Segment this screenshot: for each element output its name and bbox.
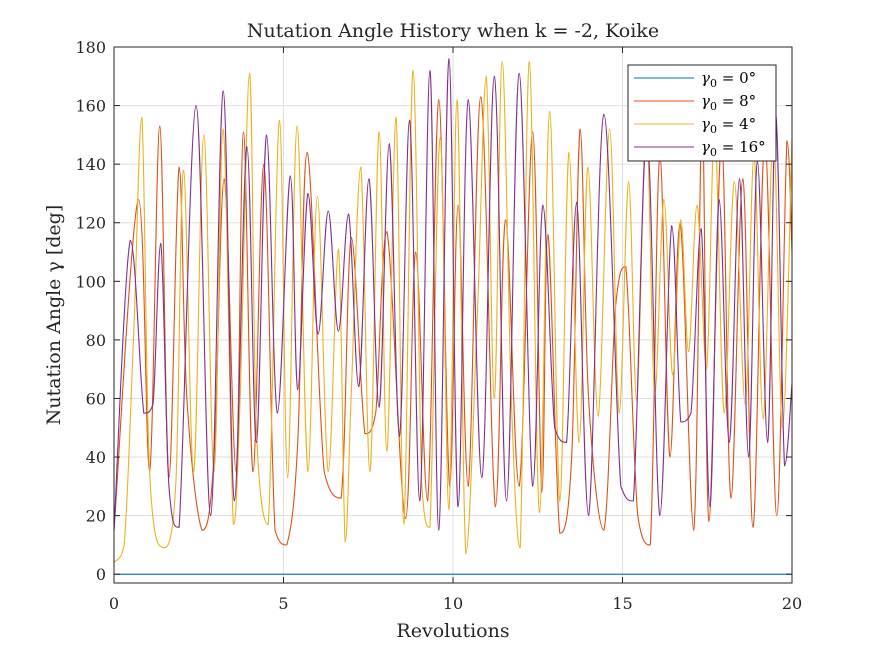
tick-labels: 0 5 10 15 20 0 20 40 60 80 100 120 140 160 180 bbox=[75, 38, 802, 613]
y-tick-label: 180 bbox=[75, 38, 106, 57]
legend-subscript: 0 bbox=[710, 146, 717, 159]
series-line-2 bbox=[113, 61, 793, 563]
y-tick-label: 100 bbox=[75, 272, 106, 291]
legend-symbol: γ bbox=[701, 138, 710, 156]
y-axis-label-text: Nutation Angle γ [deg] bbox=[43, 205, 65, 426]
y-tick-label: 120 bbox=[75, 214, 106, 233]
legend-value: = 4° bbox=[717, 115, 756, 133]
legend-value: = 0° bbox=[717, 69, 756, 87]
legend-subscript: 0 bbox=[710, 77, 717, 90]
y-tick-label: 60 bbox=[86, 389, 106, 408]
legend-box bbox=[627, 64, 777, 162]
y-tick-label: 40 bbox=[86, 448, 106, 467]
x-axis-label: Revolutions bbox=[396, 620, 509, 642]
x-tick-label: 0 bbox=[109, 594, 119, 613]
series-line-3 bbox=[113, 58, 793, 531]
legend-symbol: γ bbox=[701, 115, 710, 133]
legend-entry-label: γ0 = 0° bbox=[701, 69, 756, 90]
legend-subscript: 0 bbox=[710, 100, 717, 113]
chart-title: Nutation Angle History when k = -2, Koik… bbox=[247, 20, 659, 42]
legend-value: = 16° bbox=[717, 138, 766, 156]
legend-symbol: γ bbox=[701, 92, 710, 110]
x-tick-label: 10 bbox=[443, 594, 463, 613]
x-tick-label: 15 bbox=[612, 594, 632, 613]
y-tick-label: 140 bbox=[75, 155, 106, 174]
legend: γ0 = 0°γ0 = 8°γ0 = 4°γ0 = 16° bbox=[627, 64, 777, 162]
y-axis-label: Nutation Angle γ [deg] bbox=[43, 205, 65, 426]
legend-value: = 8° bbox=[717, 92, 756, 110]
y-tick-label: 20 bbox=[86, 507, 106, 526]
legend-entry-label: γ0 = 4° bbox=[701, 115, 756, 136]
legend-entry-label: γ0 = 16° bbox=[701, 138, 766, 159]
tick-marks bbox=[113, 46, 793, 583]
y-tick-label: 80 bbox=[86, 331, 106, 350]
y-tick-label: 0 bbox=[96, 565, 106, 584]
legend-symbol: γ bbox=[701, 69, 710, 87]
x-tick-label: 20 bbox=[782, 594, 802, 613]
x-tick-label: 5 bbox=[278, 594, 288, 613]
legend-entry-label: γ0 = 8° bbox=[701, 92, 756, 113]
y-tick-label: 160 bbox=[75, 97, 106, 116]
legend-subscript: 0 bbox=[710, 123, 717, 136]
